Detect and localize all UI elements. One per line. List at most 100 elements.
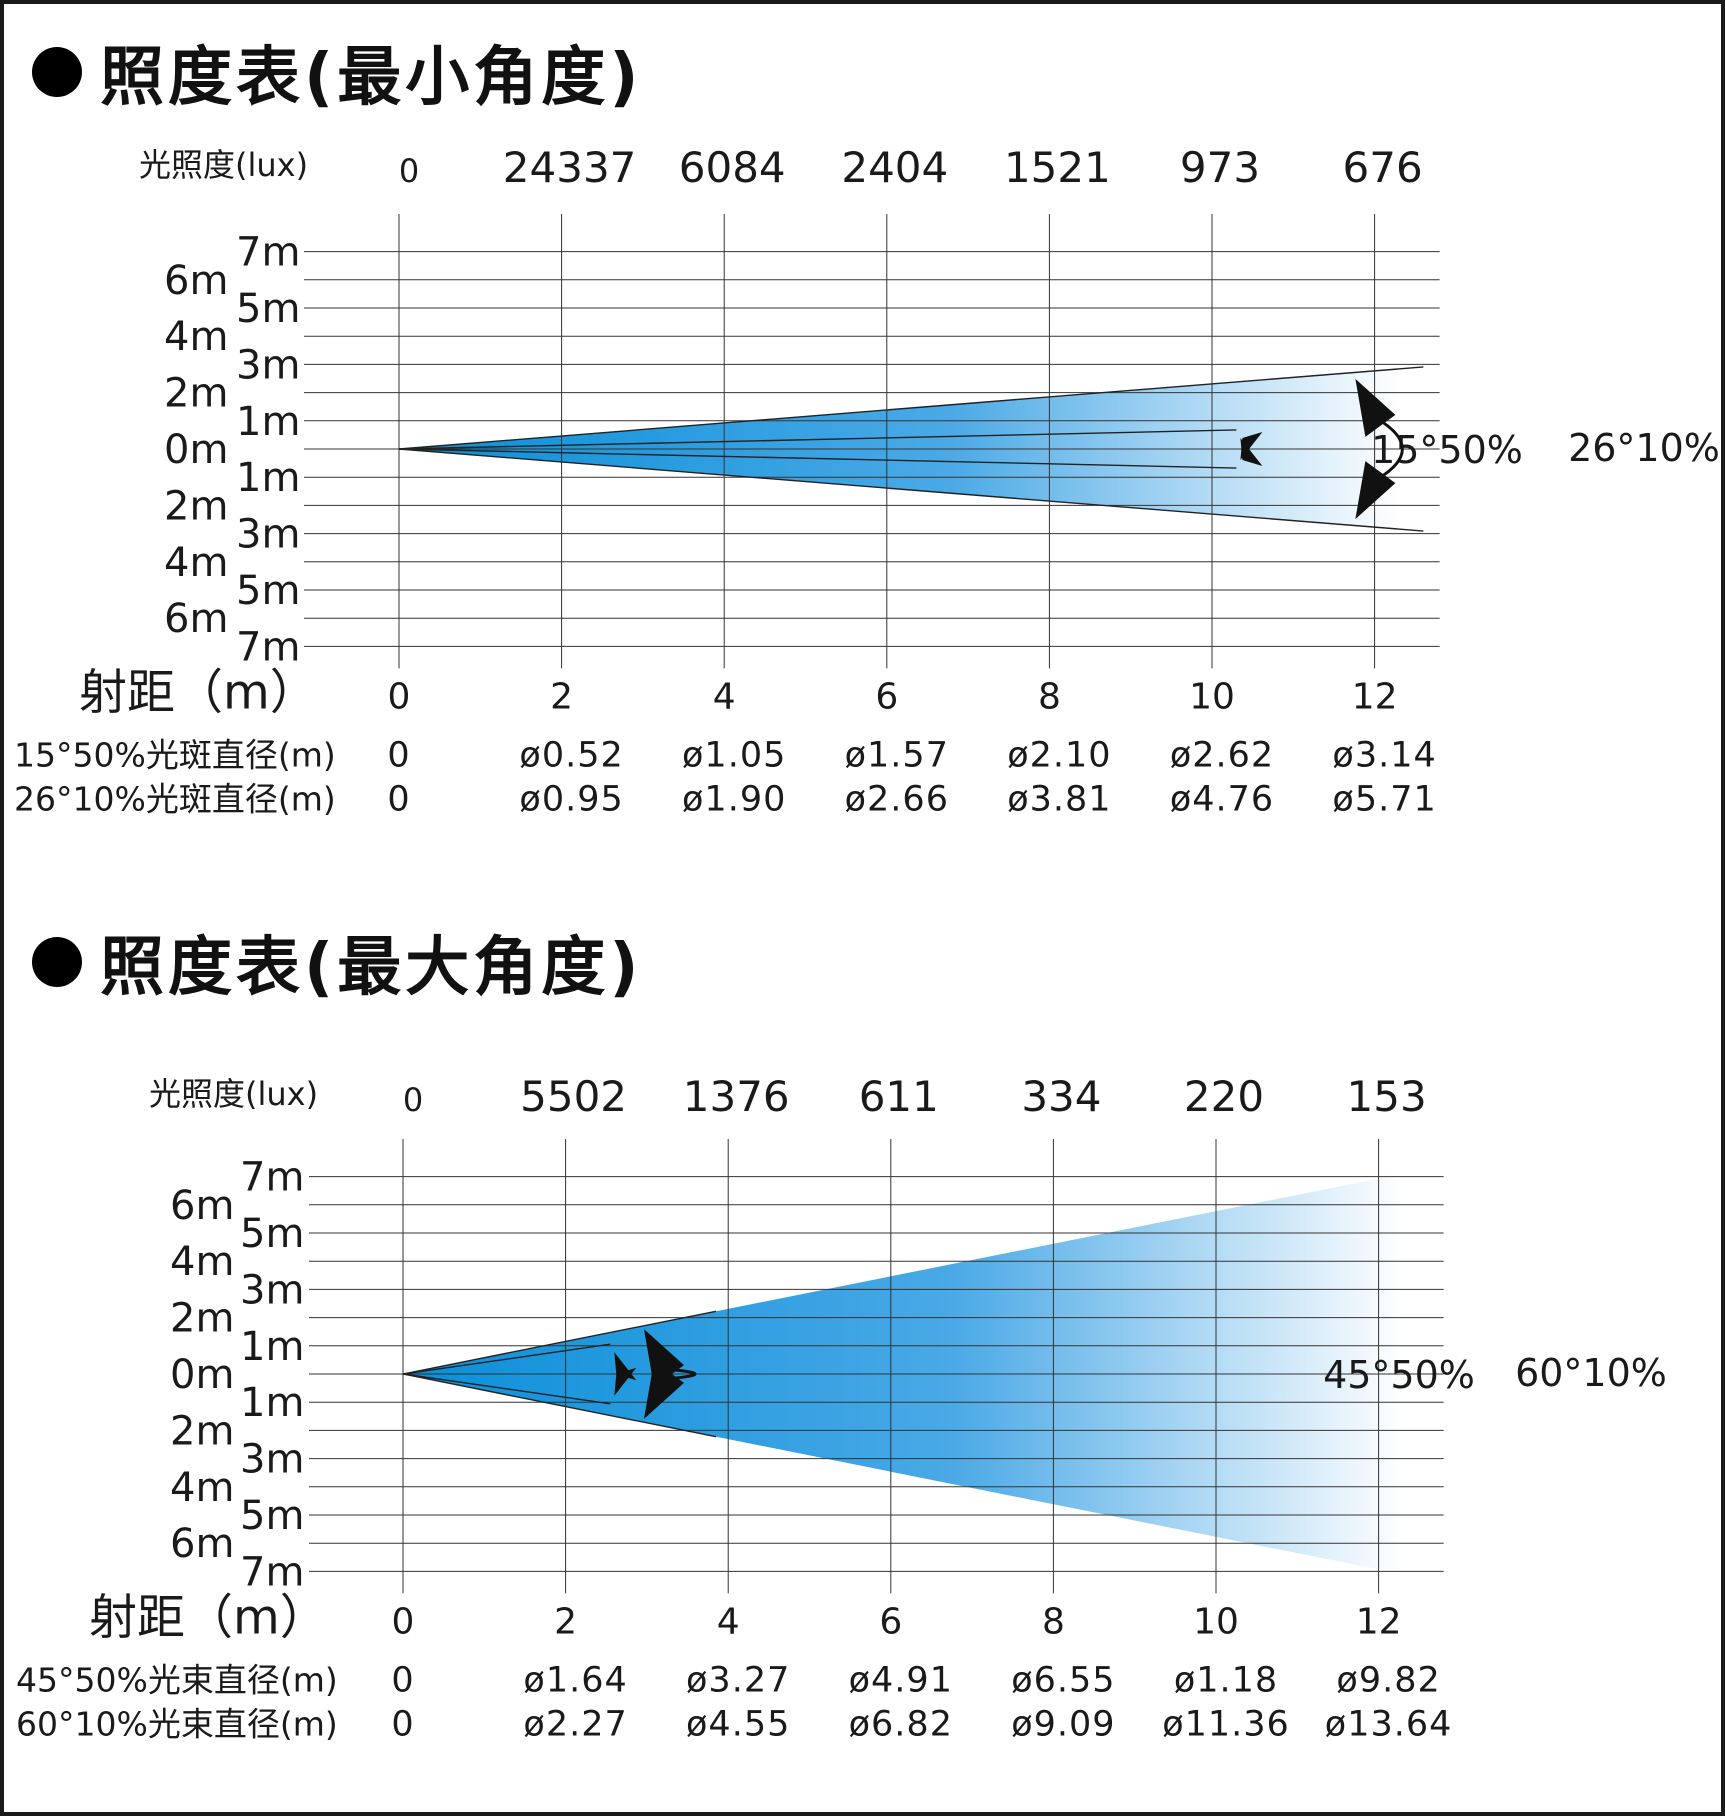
illuminance-value: 676 bbox=[1343, 143, 1423, 192]
y-tick-label: 2m bbox=[164, 371, 228, 417]
y-tick-label: 6m bbox=[164, 258, 228, 304]
x-tick-label: 10 bbox=[1193, 1601, 1239, 1642]
spot-diameter-value: ø1.18 bbox=[1174, 1660, 1278, 1700]
spot-diameter-value: ø2.66 bbox=[845, 779, 949, 819]
illuminance-value: 5502 bbox=[520, 1072, 627, 1121]
beam-angle-label: 45°50% bbox=[1323, 1353, 1475, 1397]
section-title-max-angle: 照度表(最大角度) bbox=[32, 916, 643, 1008]
beam-chart-max-angle: 光照度(lux) 0 5502 1376 611 334 220 153 7m 5m 3m 1m 1m 3… bbox=[16, 1072, 1667, 1744]
spot-diameter-value: ø2.62 bbox=[1170, 735, 1274, 775]
angle-arc bbox=[1376, 417, 1404, 481]
spot-diameter-value: ø6.82 bbox=[849, 1704, 953, 1744]
spot-diameter-value: 0 bbox=[391, 1660, 414, 1700]
y-tick-label: 5m bbox=[240, 1211, 304, 1257]
spot-diameter-value: ø4.55 bbox=[686, 1704, 790, 1744]
illuminance-value: 973 bbox=[1180, 143, 1260, 192]
bullet-icon bbox=[32, 937, 82, 987]
arrow-icon bbox=[1355, 461, 1396, 520]
illuminance-value: 1376 bbox=[683, 1072, 790, 1121]
spot-label: 26°10%光斑直径(m) bbox=[14, 779, 336, 818]
y-tick-label: 1m bbox=[236, 399, 300, 445]
y-tick-label: 7m bbox=[240, 1155, 304, 1201]
spot-diameter-value: ø1.57 bbox=[845, 735, 949, 775]
illuminance-value: 1521 bbox=[1004, 143, 1111, 192]
beam-edge-60°10% bbox=[402, 1310, 717, 1375]
spot-diameter-value: 0 bbox=[387, 779, 410, 819]
spot-diameter-value: ø3.81 bbox=[1007, 779, 1111, 819]
spot-diameter-value: ø3.14 bbox=[1332, 735, 1436, 775]
spot-diameter-value: ø0.52 bbox=[519, 735, 623, 775]
illuminance-value: 220 bbox=[1184, 1072, 1264, 1121]
y-tick-label: 3m bbox=[236, 512, 300, 558]
y-tick-label: 6m bbox=[170, 1183, 234, 1229]
y-tick-label: 6m bbox=[170, 1521, 234, 1567]
x-tick-label: 0 bbox=[392, 1601, 415, 1642]
x-tick-label: 6 bbox=[875, 676, 898, 717]
y-tick-label: 1m bbox=[236, 455, 300, 501]
spot-diameter-value: 0 bbox=[387, 735, 410, 775]
beam-edge-45°50% bbox=[402, 1373, 611, 1405]
beam-edge-15°50% bbox=[398, 429, 1237, 450]
y-tick-label: 5m bbox=[236, 568, 300, 614]
y-tick-label: 7m bbox=[240, 1549, 304, 1595]
y-tick-label: 2m bbox=[170, 1408, 234, 1454]
spot-diameter-value: ø1.90 bbox=[682, 779, 786, 819]
chart-title: 照度表(最小角度) bbox=[100, 41, 643, 115]
y-tick-label: 3m bbox=[236, 342, 300, 388]
section-title-min-angle: 照度表(最小角度) bbox=[32, 26, 643, 118]
y-tick-label: 0m bbox=[164, 427, 228, 473]
x-tick-label: 12 bbox=[1352, 676, 1398, 717]
y-tick-label: 2m bbox=[170, 1296, 234, 1342]
bullet-icon bbox=[32, 47, 82, 97]
spot-diameter-value: ø3.27 bbox=[686, 1660, 790, 1700]
illuminance-value: 334 bbox=[1021, 1072, 1101, 1121]
spot-diameter-value: ø2.27 bbox=[523, 1704, 627, 1744]
x-tick-label: 8 bbox=[1042, 1601, 1065, 1642]
y-tick-label: 1m bbox=[240, 1380, 304, 1426]
spot-diameter-value: ø9.82 bbox=[1336, 1660, 1440, 1700]
arrow-icon bbox=[1355, 378, 1396, 437]
spot-diameter-value: ø1.05 bbox=[682, 735, 786, 775]
beam-edge-26°10% bbox=[398, 366, 1424, 450]
beam-edge-60°10% bbox=[402, 1373, 717, 1438]
spot-label: 60°10%光束直径(m) bbox=[16, 1704, 338, 1743]
beam-edge-15°50% bbox=[398, 448, 1237, 469]
y-tick-label: 5m bbox=[236, 286, 300, 332]
spot-diameter-value: ø13.64 bbox=[1325, 1704, 1453, 1744]
spot-diameter-value: ø4.76 bbox=[1170, 779, 1274, 819]
x-tick-label: 12 bbox=[1356, 1601, 1402, 1642]
spot-diameter-value: ø0.95 bbox=[519, 779, 623, 819]
y-tick-label: 2m bbox=[164, 483, 228, 529]
y-tick-label: 3m bbox=[240, 1267, 304, 1313]
spot-diameter-value: ø2.10 bbox=[1007, 735, 1111, 775]
y-tick-label: 3m bbox=[240, 1437, 304, 1483]
x-tick-label: 0 bbox=[388, 676, 411, 717]
arrow-icon bbox=[1240, 432, 1263, 461]
y-tick-label: 7m bbox=[236, 624, 300, 670]
arrow-icon bbox=[644, 1360, 685, 1419]
x-tick-label: 4 bbox=[717, 1601, 740, 1642]
y-tick-label: 0m bbox=[170, 1352, 234, 1398]
beam-edge-26°10% bbox=[398, 448, 1424, 532]
x-tick-label: 6 bbox=[879, 1601, 902, 1642]
illuminance-value: 0 bbox=[399, 152, 419, 190]
y-tick-label: 4m bbox=[170, 1239, 234, 1285]
beam-angle-label: 26°10% bbox=[1568, 426, 1720, 470]
chart-title: 照度表(最大角度) bbox=[100, 931, 643, 1005]
x-tick-label: 2 bbox=[554, 1601, 577, 1642]
y-tick-label: 1m bbox=[240, 1324, 304, 1370]
spot-diameter-value: ø4.91 bbox=[849, 1660, 953, 1700]
beam-chart-min-angle: 光照度(lux) 0 24337 6084 2404 1521 973 6767m5m3m1m… bbox=[14, 143, 1720, 819]
x-tick-label: 8 bbox=[1038, 676, 1061, 717]
illuminance-label: 光照度(lux) bbox=[149, 1075, 318, 1113]
y-tick-label: 7m bbox=[236, 230, 300, 276]
distance-label: 射距（m） bbox=[79, 664, 318, 720]
y-tick-label: 5m bbox=[240, 1493, 304, 1539]
arrow-icon bbox=[614, 1367, 637, 1396]
spot-diameter-value: ø9.09 bbox=[1011, 1704, 1115, 1744]
beam-edge-45°50% bbox=[402, 1343, 611, 1375]
illuminance-label: 光照度(lux) bbox=[139, 146, 308, 184]
spot-diameter-value: ø5.71 bbox=[1332, 779, 1436, 819]
y-tick-label: 6m bbox=[164, 596, 228, 642]
